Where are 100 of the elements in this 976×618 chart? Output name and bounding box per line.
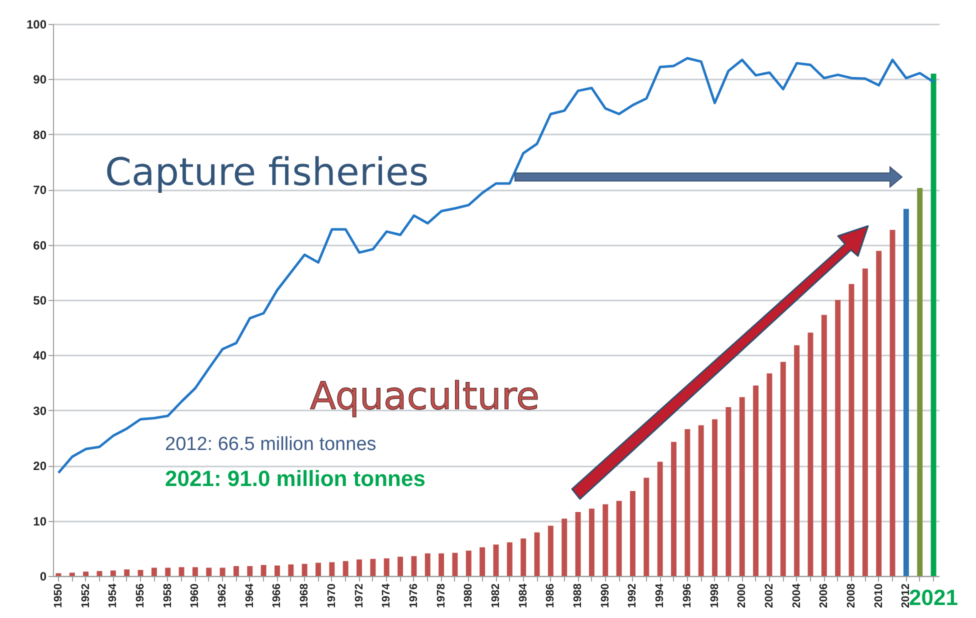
bar: [548, 526, 554, 576]
y-tick-label: 60: [33, 238, 47, 252]
y-tick-label: 90: [33, 72, 47, 87]
x-tick-label: 1972: [353, 584, 366, 608]
bar: [808, 332, 814, 576]
bar: [178, 567, 184, 576]
bar: [506, 542, 512, 576]
bar: [588, 508, 594, 576]
bar: [657, 462, 663, 576]
x-tick-label: 1970: [326, 584, 338, 608]
x-tick-label: 2006: [818, 584, 830, 608]
series-label: Capture fisheries: [105, 150, 429, 194]
bar: [630, 490, 636, 576]
bar: [890, 230, 896, 576]
bar: [726, 407, 732, 576]
bar: [206, 568, 212, 576]
x-tick-label: 2000: [736, 584, 748, 608]
y-tick-label: 80: [33, 128, 47, 142]
bar: [739, 397, 745, 576]
bar: [384, 558, 390, 576]
x-tick-label: 1958: [162, 584, 174, 608]
bar: [220, 568, 226, 576]
y-tick-label: 100: [26, 18, 47, 32]
x-tick-label: 1950: [52, 584, 64, 608]
bar: [520, 538, 526, 576]
bar: [151, 568, 157, 576]
bar: [753, 386, 759, 576]
bar: [83, 572, 89, 576]
bar: [644, 478, 650, 576]
x-tick-label: 1974: [380, 582, 393, 608]
x-tick-label: 1956: [134, 584, 147, 608]
x-tick-label: 1964: [244, 582, 256, 608]
bar: [794, 345, 800, 576]
bar: [766, 373, 772, 576]
y-tick-label: 30: [33, 404, 47, 418]
bar: [712, 419, 718, 576]
x-tick-label: 1952: [80, 584, 92, 608]
y-tick-label: 10: [33, 514, 47, 528]
bar: [602, 504, 608, 576]
x-tick-label: 1960: [189, 584, 202, 608]
x-tick-label: 1962: [216, 584, 229, 608]
bar: [247, 566, 253, 576]
bar: [138, 570, 144, 576]
bar: [411, 556, 417, 576]
bar: [329, 562, 335, 576]
bar: [862, 268, 868, 576]
bar: [316, 562, 321, 576]
bar: [302, 564, 308, 576]
x-tick-label: 2008: [845, 584, 858, 608]
bar: [835, 300, 841, 576]
x-tick-label: 1994: [654, 582, 666, 608]
bar: [534, 532, 540, 576]
bar: [192, 567, 198, 576]
bar: [438, 553, 444, 576]
x-tick-label: 1988: [572, 584, 584, 608]
bar: [370, 558, 376, 576]
bar: [233, 566, 239, 576]
bar: [398, 556, 404, 576]
bar: [930, 74, 936, 576]
x-tick-label: 1982: [490, 584, 502, 608]
annotation: 2012: 66.5 million tonnes: [165, 434, 376, 455]
y-tick-label: 0: [40, 570, 47, 584]
bar: [466, 550, 472, 576]
x-tick-label: 1984: [517, 582, 530, 608]
x-tick-label: 1992: [626, 584, 639, 608]
bar: [124, 569, 130, 576]
bar: [56, 573, 62, 576]
annotation: 2021: 91.0 million tonnes: [165, 466, 426, 491]
bar: [424, 553, 430, 576]
bar: [575, 512, 581, 576]
bar: [356, 559, 362, 576]
bar: [684, 429, 690, 576]
x-tick-label: 1976: [408, 584, 420, 608]
bar: [69, 572, 75, 576]
bar: [903, 208, 909, 576]
bar: [698, 425, 704, 576]
y-tick-label: 70: [33, 183, 47, 198]
bar: [165, 568, 171, 576]
bar: [110, 570, 116, 576]
bar: [671, 442, 676, 576]
bar: [452, 552, 458, 576]
y-tick-label: 20: [33, 459, 47, 474]
bar: [480, 547, 486, 576]
y-tick-label: 50: [33, 294, 47, 308]
bar: [562, 518, 568, 576]
x-tick-label: 1990: [599, 584, 612, 608]
bar: [274, 566, 280, 576]
bar: [288, 564, 294, 576]
bar: [493, 544, 499, 576]
x-tick-label: 1986: [544, 584, 557, 608]
bar: [342, 561, 348, 576]
bar: [96, 571, 102, 576]
text: Aquaculture: [310, 374, 540, 418]
x-tick-label: 2002: [763, 584, 776, 608]
x-tick-label: 1996: [681, 584, 694, 608]
x-tick-label: 1966: [271, 584, 284, 608]
bar: [821, 314, 827, 576]
x-tick-label: 1954: [107, 582, 120, 608]
bar: [917, 188, 923, 576]
bar: [616, 500, 622, 576]
